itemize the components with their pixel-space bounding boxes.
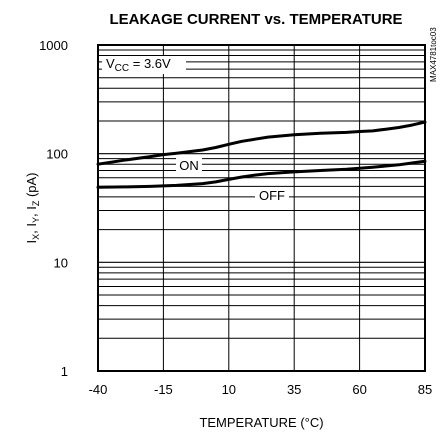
vcc-label-background — [102, 56, 186, 74]
vcc-prefix: V — [106, 56, 115, 71]
ylabel-sub-x: X — [31, 234, 41, 240]
grid — [97, 45, 426, 371]
vcc-subscript: CC — [115, 63, 129, 74]
ylabel-unit: (pA) — [24, 172, 39, 200]
ylabel-sep1: , I — [24, 223, 39, 234]
y-tick-label: 10 — [54, 255, 68, 270]
x-tick-label: 85 — [418, 382, 432, 397]
vcc-annotation: VCC = 3.6V — [106, 56, 171, 74]
curves — [96, 120, 427, 189]
off-label-background — [255, 188, 289, 204]
series-line-off — [96, 159, 427, 189]
figure-code: MAX4781toc03 — [429, 27, 438, 82]
ylabel-sub-y: Y — [31, 217, 41, 223]
ylabel-i1: I — [24, 240, 39, 244]
y-tick-labels: 1 10 100 1000 — [39, 38, 68, 379]
x-tick-labels: -40 -15 10 35 60 85 — [89, 382, 433, 397]
on-series-label: ON — [179, 158, 199, 173]
y-tick-label: 1000 — [39, 38, 68, 53]
vcc-value: = 3.6V — [129, 56, 171, 71]
x-tick-label: 60 — [352, 382, 366, 397]
on-label-background — [176, 158, 202, 174]
x-axis-label: TEMPERATURE (°C) — [199, 415, 323, 430]
ylabel-sub-z: Z — [31, 200, 41, 206]
y-tick-label: 1 — [61, 364, 68, 379]
series-line-on — [96, 120, 427, 166]
chart-title: LEAKAGE CURRENT vs. TEMPERATURE — [109, 11, 402, 28]
y-axis-label: IX, IY, IZ (pA) — [24, 172, 41, 243]
ylabel-sep2: , I — [24, 206, 39, 217]
x-tick-label: -15 — [154, 382, 173, 397]
x-tick-label: 10 — [222, 382, 236, 397]
off-series-label: OFF — [259, 188, 285, 203]
y-tick-label: 100 — [46, 147, 68, 162]
plot-frame — [97, 44, 426, 372]
x-tick-label: 35 — [287, 382, 301, 397]
x-tick-label: -40 — [89, 382, 108, 397]
